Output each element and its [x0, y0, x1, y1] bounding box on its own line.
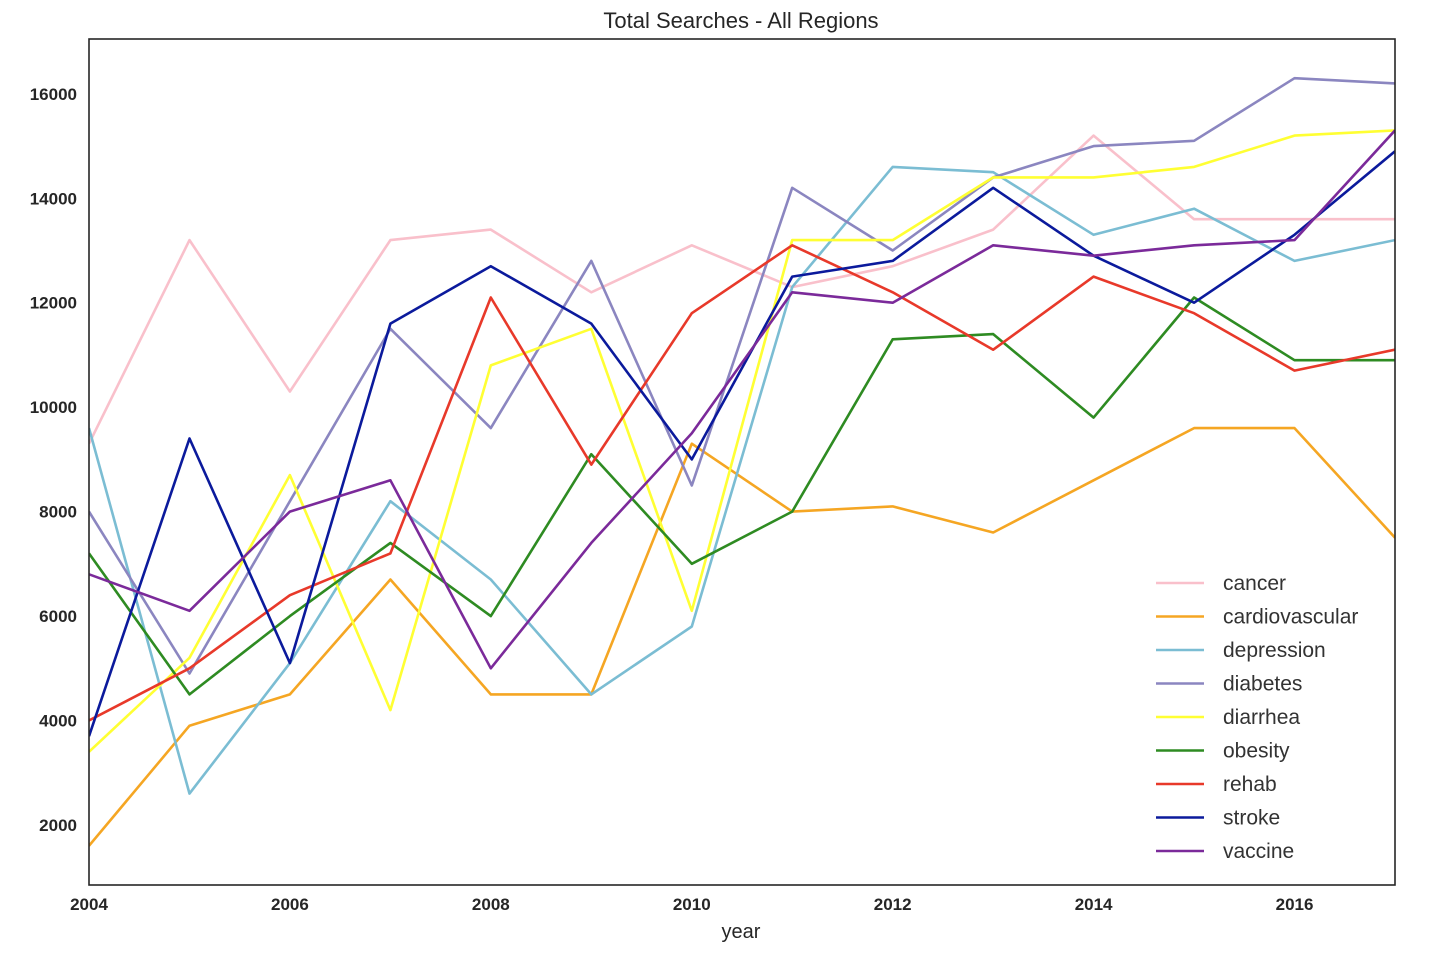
x-tick-label: 2016 [1276, 895, 1314, 914]
legend-label: diabetes [1223, 673, 1302, 696]
x-tick-label: 2012 [874, 895, 912, 914]
series-line-rehab [89, 244, 1395, 722]
series-line-diabetes [89, 76, 1395, 675]
chart-title: Total Searches - All Regions [603, 8, 878, 33]
x-tick-label: 2006 [271, 895, 309, 914]
plot-frame [88, 38, 1396, 886]
legend-label: cardiovascular [1223, 606, 1358, 629]
legend-label: vaccine [1223, 840, 1294, 863]
x-axis: 2004 2006 2008 2010 2012 2014 2016 [70, 895, 1313, 914]
legend-item-cardiovascular: cardiovascular [1156, 606, 1358, 629]
y-tick-label: 12000 [30, 294, 77, 313]
y-tick-label: 6000 [39, 607, 77, 626]
y-tick-label: 2000 [39, 816, 77, 835]
plot-area [89, 76, 1395, 847]
x-tick-label: 2010 [673, 895, 711, 914]
legend-label: obesity [1223, 740, 1290, 763]
series-line-depression [89, 165, 1395, 795]
x-tick-label: 2014 [1075, 895, 1113, 914]
y-tick-label: 10000 [30, 398, 77, 417]
legend: cancer cardiovascular depression diabetes di… [1156, 572, 1358, 863]
y-axis: 2000 4000 6000 8000 10000 12000 14000 16000 [30, 85, 77, 835]
x-tick-label: 2004 [70, 895, 108, 914]
x-tick-label: 2008 [472, 895, 510, 914]
series-line-cancer [89, 134, 1395, 445]
legend-item-cancer: cancer [1156, 572, 1286, 595]
legend-item-rehab: rehab [1156, 773, 1277, 796]
legend-label: stroke [1223, 807, 1280, 830]
legend-label: depression [1223, 639, 1326, 662]
legend-item-depression: depression [1156, 639, 1326, 662]
legend-item-diabetes: diabetes [1156, 673, 1302, 696]
legend-label: cancer [1223, 572, 1286, 595]
y-tick-label: 8000 [39, 503, 77, 522]
series-line-stroke [89, 150, 1395, 737]
legend-item-diarrhea: diarrhea [1156, 706, 1300, 729]
legend-item-vaccine: vaccine [1156, 840, 1294, 863]
legend-label: rehab [1223, 773, 1277, 796]
y-tick-label: 14000 [30, 189, 77, 208]
series-line-diarrhea [89, 129, 1395, 753]
series-line-cardiovascular [89, 426, 1395, 847]
legend-label: diarrhea [1223, 706, 1300, 729]
y-tick-label: 4000 [39, 712, 77, 731]
legend-item-obesity: obesity [1156, 740, 1290, 763]
y-tick-label: 16000 [30, 85, 77, 104]
series-line-obesity [89, 296, 1395, 696]
legend-item-stroke: stroke [1156, 807, 1280, 830]
x-axis-label: year [722, 921, 761, 943]
series-line-vaccine [89, 129, 1395, 670]
